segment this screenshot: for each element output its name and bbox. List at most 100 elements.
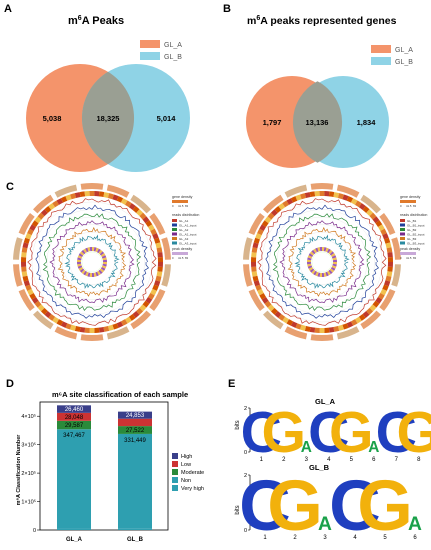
gene-density-cell xyxy=(157,252,163,258)
logo-letter: G xyxy=(397,401,431,465)
gene-density-cell xyxy=(384,280,391,287)
gene-density-cell xyxy=(369,304,377,312)
gene-density-cell xyxy=(65,194,72,201)
peak-density-cell xyxy=(332,263,337,267)
bar-segment xyxy=(118,426,152,434)
peak-density-cell xyxy=(77,257,82,261)
track-baseline xyxy=(69,239,115,285)
peak-density-cell xyxy=(98,249,103,255)
gene-density-cell xyxy=(372,300,380,308)
gene-density-cell xyxy=(147,292,155,300)
logo-position-label: 2 xyxy=(293,535,297,541)
gene-density-cell xyxy=(103,192,110,198)
reads-legend-swatch xyxy=(400,223,405,227)
peak-density-cell xyxy=(332,262,338,265)
y-tick-label: 4×10⁵ xyxy=(21,413,36,420)
peak-density-cell xyxy=(323,272,327,277)
gene-density-cell xyxy=(84,191,90,197)
reads-legend-label: GL_B1 xyxy=(407,219,417,223)
peak-density-cell xyxy=(96,270,101,276)
gene-density-cell xyxy=(31,296,39,304)
peak-density-cell xyxy=(306,262,312,265)
reads-legend-label: GL_B2_input xyxy=(407,232,425,236)
circos-plot-gl-b xyxy=(243,182,401,342)
gene-density-cell xyxy=(21,247,28,253)
gene-density-cell xyxy=(120,319,128,326)
legend-peak-density-label: peak density xyxy=(400,247,420,251)
gene-density-cell xyxy=(286,198,294,205)
peak-density-cell xyxy=(325,271,329,277)
peak-density-cell xyxy=(101,255,107,259)
logo-letter: C xyxy=(241,401,282,465)
gene-density-cell xyxy=(94,191,100,197)
venn-value-shared: 18,325 xyxy=(97,114,120,123)
gene-density-cell xyxy=(337,193,344,200)
peak-density-cell xyxy=(81,249,86,255)
reads-track-line xyxy=(287,226,357,297)
gene-density-cell xyxy=(142,216,150,224)
legend-label: Moderate xyxy=(181,470,204,476)
gene-density-cell xyxy=(304,192,311,198)
chart-title: m⁶A site classification of each sample xyxy=(52,390,188,399)
gene-density-cell xyxy=(387,257,394,262)
peak-density-cell xyxy=(100,253,106,258)
gene-density-cell xyxy=(79,191,86,197)
panel-a-title-prefix: m xyxy=(68,15,78,27)
reads-track-line xyxy=(42,213,142,311)
venn-value-only-a: 5,038 xyxy=(43,114,62,123)
logo-letter: A xyxy=(408,514,422,535)
gene-density-cell xyxy=(139,212,147,220)
peak-density-cell xyxy=(329,251,335,256)
legend-gene-density-label: gene density xyxy=(400,195,421,199)
gene-density-cell xyxy=(155,275,162,282)
legend-reads-distribution-label: reads distribution xyxy=(400,213,427,217)
gene-density-cell xyxy=(29,292,37,300)
panel-a-title-rest: A Peaks xyxy=(82,15,124,27)
reads-legend-label: GL_A1 xyxy=(179,219,189,223)
chromosome-segment xyxy=(336,184,360,198)
logo-y-tick-label: 2 xyxy=(244,406,247,412)
reads-track-line xyxy=(279,220,365,304)
gene-density-cell xyxy=(377,224,385,232)
peak-density-cell xyxy=(76,262,82,265)
reads-legend-label: GL_A2_input xyxy=(179,232,197,236)
gene-density-cell xyxy=(136,307,144,315)
x-tick-label: GL_A xyxy=(66,537,83,543)
chromosome-segment xyxy=(80,182,104,190)
peak-density-cell xyxy=(322,246,325,252)
reads-legend-label: GL_A3_input xyxy=(179,241,197,245)
bar-segment xyxy=(57,420,91,430)
peak-density-cell xyxy=(329,268,335,273)
gene-density-cell xyxy=(350,198,358,205)
bar-value-label: 331,449 xyxy=(124,438,146,444)
logo-y-tick-label: 1 xyxy=(244,428,247,434)
panel-b: B m6A peaks represented genes GL_A GL_B … xyxy=(223,3,413,168)
peak-density-cell xyxy=(102,262,108,265)
peak-density-cell xyxy=(87,272,91,277)
circos-legend-gl-a: gene density 0 41.5 83 reads distributio… xyxy=(172,195,199,260)
bar-value-label: 347,467 xyxy=(63,433,85,439)
logo-position-label: 5 xyxy=(350,457,354,463)
y-tick-label: 0 xyxy=(33,528,36,534)
peak-density-cell xyxy=(328,269,333,275)
gene-density-cell xyxy=(358,314,366,321)
peak-density-scale-min: 0 xyxy=(400,256,402,260)
peak-density-cell xyxy=(77,255,83,259)
track-baseline xyxy=(54,224,130,300)
chromosome-segment xyxy=(248,213,265,235)
peak-density-cell xyxy=(81,269,86,275)
gene-density-cell xyxy=(270,209,278,217)
reads-legend-swatch xyxy=(400,237,405,240)
peak-density-cell xyxy=(100,266,106,271)
gene-density-scale-min: 0 xyxy=(172,204,174,208)
gene-density-cell xyxy=(257,228,264,236)
logo-y-tick-label: 0 xyxy=(244,528,247,534)
panel-d: D m⁶A site classification of each sample… xyxy=(6,378,204,543)
gene-density-cell xyxy=(377,292,385,300)
peak-density-cell xyxy=(87,247,91,252)
panel-b-title-rest: A peaks represented genes xyxy=(260,15,396,27)
gene-density-cell xyxy=(382,233,389,240)
bar-value-label: 27,522 xyxy=(126,428,145,434)
bar-value-label: 29,587 xyxy=(65,423,84,429)
peak-density-scale-mid: 41.5 xyxy=(178,256,184,260)
